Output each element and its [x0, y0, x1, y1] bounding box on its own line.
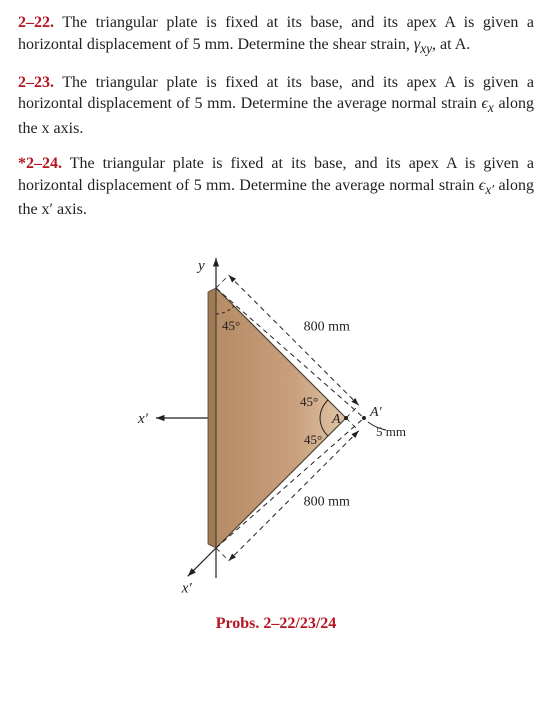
svg-text:800 mm: 800 mm	[304, 495, 350, 510]
problem-number-1: 2–22.	[18, 14, 54, 31]
svg-text:45°: 45°	[304, 432, 322, 447]
problem-text-1b: , at A.	[432, 36, 470, 53]
figure-svg: y x′ x′ 45° 45° 45° 800 mm 800 mm A A′ 5 mm	[116, 248, 436, 598]
problem-text-3a: The triangular plate is fixed at its bas…	[18, 155, 534, 194]
shear-sub: xy	[420, 41, 432, 56]
problem-1: 2–22. The triangular plate is fixed at i…	[18, 12, 534, 58]
svg-text:45°: 45°	[222, 318, 240, 333]
figure: y x′ x′ 45° 45° 45° 800 mm 800 mm A A′ 5 mm Probs.…	[18, 248, 534, 634]
problem-text-2a: The triangular plate is fixed at its bas…	[18, 74, 534, 113]
svg-text:45°: 45°	[300, 394, 318, 409]
svg-text:A′: A′	[369, 405, 383, 420]
svg-text:y: y	[196, 258, 205, 274]
problem-number-2: 2–23.	[18, 74, 54, 91]
svg-text:x′: x′	[181, 581, 193, 597]
svg-text:800 mm: 800 mm	[304, 320, 350, 335]
strain-sub-3: x′	[485, 182, 494, 197]
problem-number-3: *2–24.	[18, 155, 62, 172]
figure-caption: Probs. 2–22/23/24	[18, 613, 534, 635]
svg-text:x′: x′	[137, 411, 149, 427]
problem-3: *2–24. The triangular plate is fixed at …	[18, 153, 534, 220]
problem-2: 2–23. The triangular plate is fixed at i…	[18, 72, 534, 139]
svg-text:5 mm: 5 mm	[376, 424, 406, 439]
svg-text:A: A	[331, 412, 341, 427]
